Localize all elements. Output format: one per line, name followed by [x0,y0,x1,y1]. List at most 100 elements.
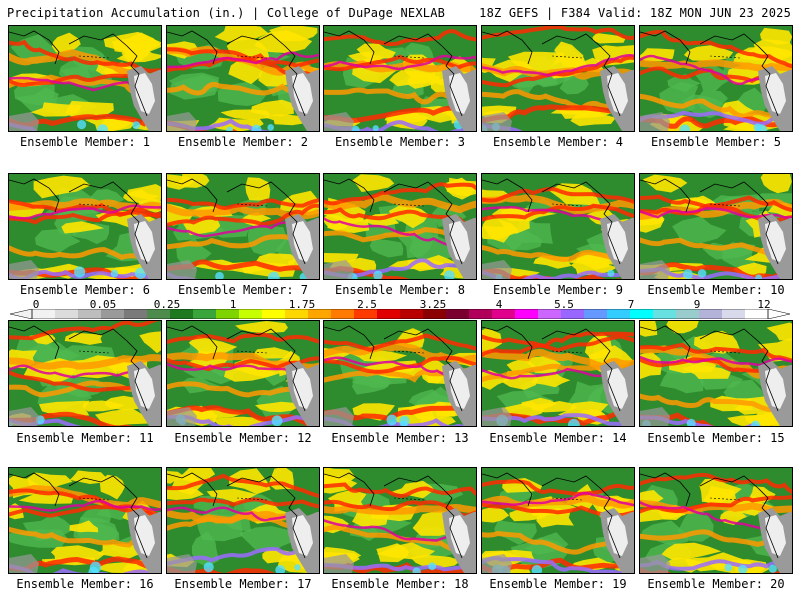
chart-title: Precipitation Accumulation (in.) | Colle… [7,6,446,20]
colorbar-swatch [607,309,631,319]
ensemble-map-2 [166,25,320,132]
colorbar-tick-label: 5.5 [554,298,574,311]
precipitation-map [324,468,476,573]
ensemble-member-caption: Ensemble Member: 20 [647,577,785,591]
colorbar-swatch [216,309,240,319]
precipitation-map [9,321,161,426]
ensemble-map-4 [481,25,635,132]
precipitation-map [324,26,476,131]
precipitation-map [482,321,634,426]
colorbar-swatch [193,309,217,319]
colorbar-swatch [147,309,171,319]
precipitation-map [167,321,319,426]
colorbar-swatch [239,309,263,319]
colorbar-tick-label: 4 [495,298,503,311]
ensemble-map-12 [166,320,320,427]
ensemble-member-caption: Ensemble Member: 1 [19,135,151,149]
precipitation-map [167,174,319,279]
colorbar-swatch [262,309,286,319]
ensemble-member-caption: Ensemble Member: 7 [177,283,309,297]
ensemble-map-14 [481,320,635,427]
colorbar-swatch [285,309,309,319]
precipitation-map [9,26,161,131]
colorbar-swatch [446,309,470,319]
precipitation-map [9,174,161,279]
colorbar-swatch [331,309,355,319]
ensemble-member-caption: Ensemble Member: 10 [647,283,785,297]
ensemble-map-1 [8,25,162,132]
precipitation-map [482,468,634,573]
precipitation-map [167,26,319,131]
ensemble-map-19 [481,467,635,574]
precipitation-map [640,468,792,573]
ensemble-member-caption: Ensemble Member: 8 [334,283,466,297]
colorbar-swatch [55,309,79,319]
colorbar-swatch [469,309,493,319]
precipitation-map [9,468,161,573]
colorbar-swatch [515,309,539,319]
colorbar-swatch [584,309,608,319]
colorbar-tick-label: 0 [32,298,40,311]
colorbar-swatch [653,309,677,319]
colorbar-labels: 0 0.05 0.25 1 1.75 2.5 3.25 4 5.5 7 9 12 [0,298,800,311]
ensemble-map-17 [166,467,320,574]
ensemble-member-caption: Ensemble Member: 17 [174,577,312,591]
ensemble-member-caption: Ensemble Member: 2 [177,135,309,149]
colorbar-swatch [400,309,424,319]
colorbar-left-arrow [10,309,33,319]
ensemble-map-11 [8,320,162,427]
colorbar-swatch [101,309,125,319]
colorbar-tick-label: 3.25 [419,298,447,311]
colorbar-tick-label: 1.75 [288,298,316,311]
precipitation-map [640,321,792,426]
colorbar [10,309,790,319]
precipitation-map [482,174,634,279]
colorbar-swatch [377,309,401,319]
ensemble-member-caption: Ensemble Member: 13 [331,431,469,445]
precipitation-map [324,321,476,426]
ensemble-map-5 [639,25,793,132]
ensemble-member-caption: Ensemble Member: 12 [174,431,312,445]
ensemble-member-caption: Ensemble Member: 11 [16,431,154,445]
ensemble-member-caption: Ensemble Member: 6 [19,283,151,297]
ensemble-member-caption: Ensemble Member: 19 [489,577,627,591]
precipitation-map [324,174,476,279]
ensemble-member-caption: Ensemble Member: 14 [489,431,627,445]
colorbar-tick-label: 9 [693,298,701,311]
ensemble-member-caption: Ensemble Member: 18 [331,577,469,591]
colorbar-swatch [538,309,562,319]
precipitation-map [482,26,634,131]
colorbar-tick-label: 1 [229,298,237,311]
ensemble-member-caption: Ensemble Member: 5 [650,135,782,149]
colorbar-right-arrow [767,309,790,319]
colorbar-tick-label: 0.25 [153,298,181,311]
precipitation-map [640,26,792,131]
precipitation-map [640,174,792,279]
colorbar-tick-label: 12 [757,298,771,311]
colorbar-tick-label: 0.05 [89,298,117,311]
ensemble-map-9 [481,173,635,280]
ensemble-member-caption: Ensemble Member: 15 [647,431,785,445]
colorbar-swatch [722,309,746,319]
ensemble-map-20 [639,467,793,574]
ensemble-member-caption: Ensemble Member: 9 [492,283,624,297]
colorbar-swatch [676,309,700,319]
colorbar-swatch [308,309,332,319]
ensemble-member-caption: Ensemble Member: 3 [334,135,466,149]
colorbar-swatch [170,309,194,319]
colorbar-swatch [630,309,654,319]
precipitation-map [167,468,319,573]
ensemble-map-3 [323,25,477,132]
ensemble-map-18 [323,467,477,574]
colorbar-swatch [745,309,769,319]
colorbar-tick-label: 2.5 [357,298,377,311]
colorbar-swatch [699,309,723,319]
colorbar-tick-label: 7 [627,298,635,311]
colorbar-swatch [32,309,56,319]
colorbar-swatch [354,309,378,319]
colorbar-swatch [124,309,148,319]
ensemble-map-15 [639,320,793,427]
ensemble-map-13 [323,320,477,427]
ensemble-map-10 [639,173,793,280]
colorbar-swatch [561,309,585,319]
